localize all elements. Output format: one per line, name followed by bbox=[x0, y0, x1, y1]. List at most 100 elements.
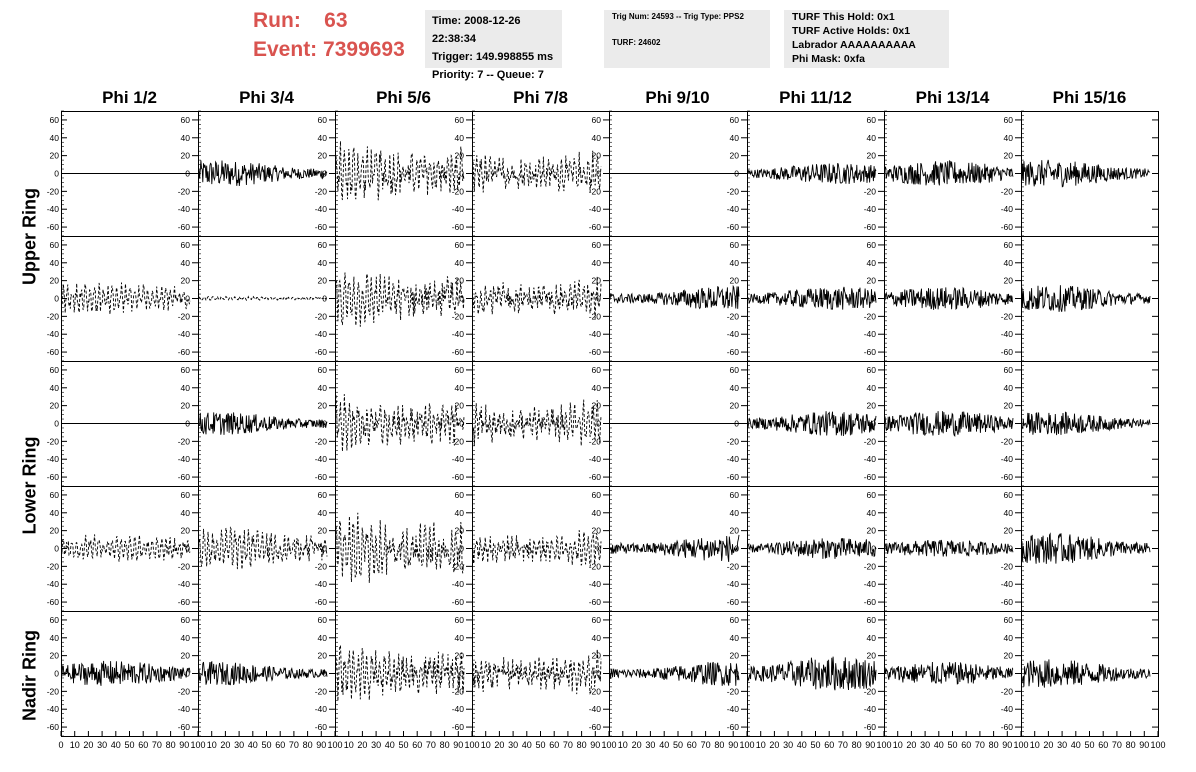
y-tick-label: 40 bbox=[1004, 258, 1014, 268]
waveform-trace-r1-c2 bbox=[335, 272, 465, 327]
y-tick-label: 60 bbox=[455, 490, 465, 500]
y-tick-label: -20 bbox=[47, 436, 60, 446]
y-tick-label: 0 bbox=[871, 419, 876, 429]
column-header-phi-13-14: Phi 13/14 bbox=[915, 88, 990, 107]
column-header-phi-9-10: Phi 9/10 bbox=[645, 88, 710, 107]
y-tick-label: 40 bbox=[455, 633, 465, 643]
x-tick-label: 90 bbox=[179, 740, 189, 750]
y-tick-label: 60 bbox=[181, 490, 191, 500]
y-tick-label: -60 bbox=[315, 347, 328, 357]
turf-active-line: TURF Active Holds: 0x1 bbox=[792, 25, 911, 37]
y-tick-label: 0 bbox=[185, 669, 190, 679]
waveform-trace-r0-c1 bbox=[198, 160, 328, 187]
y-tick-label: 20 bbox=[730, 276, 740, 286]
y-tick-label: -20 bbox=[178, 436, 191, 446]
panel-frame bbox=[609, 361, 748, 487]
y-tick-label: 40 bbox=[181, 258, 191, 268]
y-tick-label: 0 bbox=[322, 169, 327, 179]
y-tick-label: 20 bbox=[318, 401, 328, 411]
x-tick-label: 30 bbox=[234, 740, 244, 750]
waveform-trace-r3-c1 bbox=[198, 526, 328, 570]
y-tick-label: -40 bbox=[47, 704, 60, 714]
x-tick-label: 80 bbox=[989, 740, 999, 750]
waveform-trace-r1-c0 bbox=[61, 282, 191, 315]
x-tick-label: 100 bbox=[739, 740, 754, 750]
y-tick-label: -40 bbox=[589, 579, 602, 589]
y-tick-label: -40 bbox=[1001, 204, 1014, 214]
y-tick-label: -20 bbox=[864, 436, 877, 446]
waveform-trace-r4-c6 bbox=[884, 661, 1014, 685]
y-tick-label: 20 bbox=[50, 276, 60, 286]
panel-frame bbox=[335, 236, 473, 362]
y-tick-label: 0 bbox=[54, 294, 59, 304]
x-tick-label: 60 bbox=[275, 740, 285, 750]
y-tick-label: -20 bbox=[589, 311, 602, 321]
waveform-trace-r4-c4 bbox=[609, 661, 740, 686]
x-tick-label: 60 bbox=[687, 740, 697, 750]
y-tick-label: 20 bbox=[730, 401, 740, 411]
y-tick-label: -60 bbox=[178, 347, 191, 357]
run-event-block: Run: 63 Event: 7399693 bbox=[253, 6, 405, 64]
y-tick-label: 0 bbox=[734, 669, 739, 679]
waveform-trace-r3-c4 bbox=[609, 534, 740, 562]
y-tick-label: 40 bbox=[50, 633, 60, 643]
y-tick-label: -60 bbox=[315, 597, 328, 607]
y-tick-label: 20 bbox=[455, 401, 465, 411]
x-tick-label: 90 bbox=[453, 740, 463, 750]
y-tick-label: -40 bbox=[452, 704, 465, 714]
x-tick-label: 20 bbox=[906, 740, 916, 750]
panel-frame bbox=[335, 361, 473, 487]
phi-mask-line: Phi Mask: 0xfa bbox=[792, 53, 865, 65]
x-tick-label: 20 bbox=[769, 740, 779, 750]
x-tick-label: 20 bbox=[494, 740, 504, 750]
y-tick-label: -40 bbox=[589, 454, 602, 464]
y-tick-label: 40 bbox=[730, 633, 740, 643]
y-tick-label: -40 bbox=[452, 329, 465, 339]
y-tick-label: -60 bbox=[315, 472, 328, 482]
y-tick-label: 20 bbox=[592, 151, 602, 161]
y-tick-label: 60 bbox=[592, 240, 602, 250]
time-line: Time: 2008-12-26 22:38:34 bbox=[432, 15, 521, 45]
y-tick-label: 40 bbox=[455, 258, 465, 268]
x-tick-label: 70 bbox=[289, 740, 299, 750]
y-tick-label: 20 bbox=[318, 151, 328, 161]
waveform-trace-r3-c2 bbox=[335, 512, 465, 583]
y-tick-label: -40 bbox=[1001, 454, 1014, 464]
event-label: Event: bbox=[253, 38, 318, 61]
y-tick-label: 40 bbox=[867, 383, 877, 393]
y-tick-label: 0 bbox=[596, 169, 601, 179]
y-tick-label: -20 bbox=[452, 436, 465, 446]
y-tick-label: -60 bbox=[727, 222, 740, 232]
y-tick-label: 60 bbox=[1004, 615, 1014, 625]
y-tick-label: -60 bbox=[727, 597, 740, 607]
y-tick-label: 40 bbox=[730, 383, 740, 393]
y-tick-label: 0 bbox=[596, 669, 601, 679]
y-tick-label: -60 bbox=[1001, 222, 1014, 232]
y-tick-label: -20 bbox=[864, 186, 877, 196]
y-tick-label: -40 bbox=[452, 579, 465, 589]
waveform-trace-r2-c5 bbox=[747, 411, 877, 437]
y-tick-label: -60 bbox=[178, 472, 191, 482]
y-tick-label: 40 bbox=[592, 133, 602, 143]
y-tick-label: -60 bbox=[47, 222, 60, 232]
y-tick-label: -40 bbox=[864, 329, 877, 339]
y-tick-label: -20 bbox=[178, 561, 191, 571]
y-tick-label: 60 bbox=[318, 115, 328, 125]
y-tick-label: -60 bbox=[47, 597, 60, 607]
y-tick-label: -20 bbox=[178, 186, 191, 196]
y-tick-label: -20 bbox=[178, 311, 191, 321]
y-tick-label: 60 bbox=[592, 615, 602, 625]
x-tick-label: 50 bbox=[1084, 740, 1094, 750]
y-tick-label: -60 bbox=[589, 722, 602, 732]
x-tick-label: 80 bbox=[577, 740, 587, 750]
turf-hold-line: TURF This Hold: 0x1 bbox=[792, 11, 895, 23]
x-tick-label: 100 bbox=[876, 740, 891, 750]
y-tick-label: -20 bbox=[1001, 561, 1014, 571]
turf-line: TURF: 24602 bbox=[612, 38, 661, 47]
x-tick-label: 100 bbox=[1150, 740, 1165, 750]
y-tick-label: 20 bbox=[592, 651, 602, 661]
x-tick-label: 100 bbox=[464, 740, 479, 750]
y-tick-label: -60 bbox=[864, 722, 877, 732]
y-tick-label: -60 bbox=[47, 347, 60, 357]
column-header-phi-15-16: Phi 15/16 bbox=[1052, 88, 1127, 107]
